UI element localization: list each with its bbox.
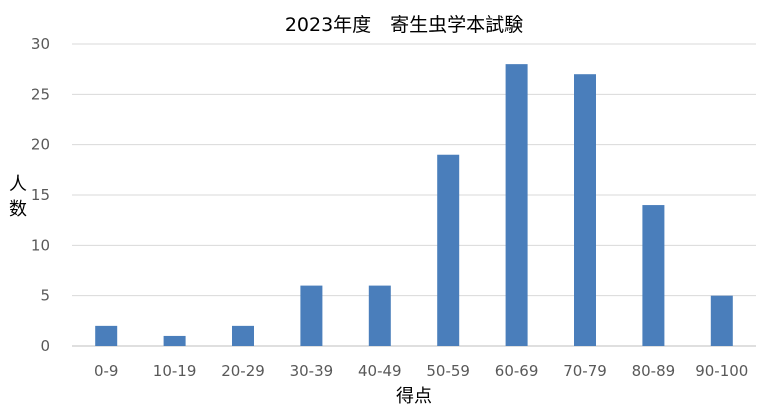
- y-tick-label: 0: [40, 337, 50, 355]
- y-axis-ticks: 0 5 10 15 20 25 30: [31, 35, 50, 355]
- gridlines: [72, 43, 756, 347]
- x-tick-label: 30-39: [290, 362, 334, 380]
- y-axis-label: 人数: [9, 174, 27, 220]
- x-tick-label: 70-79: [563, 362, 607, 380]
- bar-60-69: [505, 64, 528, 346]
- bar-80-89: [642, 205, 665, 346]
- bar-90-100: [710, 295, 733, 346]
- bar-70-79: [574, 74, 596, 346]
- x-tick-label: 90-100: [695, 362, 748, 380]
- y-tick-label: 20: [31, 136, 50, 154]
- x-tick-label: 20-29: [221, 362, 265, 380]
- bar-40-49: [368, 285, 391, 346]
- x-tick-label: 10-19: [153, 362, 197, 380]
- x-tick-label: 80-89: [632, 362, 676, 380]
- x-axis-label: 得点: [396, 386, 432, 407]
- x-tick-label: 40-49: [358, 362, 402, 380]
- y-tick-label: 15: [31, 186, 50, 204]
- y-tick-label: 5: [40, 287, 50, 305]
- x-tick-label: 50-59: [426, 362, 470, 380]
- x-axis-ticks: 0-9 10-19 20-29 30-39 40-49 50-59 60-69 70-79 80…: [94, 362, 748, 380]
- bars: [95, 64, 733, 346]
- x-tick-label: 60-69: [495, 362, 539, 380]
- chart-title: 2023年度 寄生虫学本試験: [285, 14, 523, 36]
- bar-30-39: [300, 285, 323, 346]
- bar-10-19: [163, 335, 186, 346]
- y-tick-label: 10: [31, 236, 50, 254]
- x-tick-label: 0-9: [94, 362, 119, 380]
- bar-0-9: [95, 325, 118, 346]
- bar-50-59: [437, 154, 460, 346]
- y-tick-label: 25: [31, 85, 50, 103]
- y-tick-label: 30: [31, 35, 50, 53]
- bar-20-29: [232, 325, 254, 346]
